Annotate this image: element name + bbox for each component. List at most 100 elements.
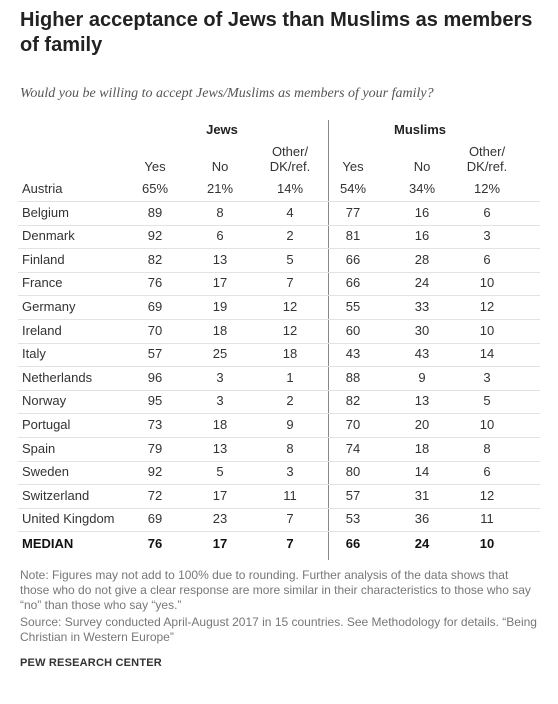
- row-label: Spain: [22, 440, 56, 456]
- cell: 17: [212, 487, 228, 503]
- column-header: Yes: [144, 159, 166, 174]
- cell: 57: [345, 487, 361, 503]
- cell: 18: [282, 346, 298, 362]
- cell: 25: [212, 346, 228, 362]
- group-header: Muslims: [393, 122, 446, 137]
- cell: 57: [147, 346, 163, 362]
- cell: 3: [286, 464, 294, 480]
- row-label: Italy: [22, 346, 46, 362]
- column-header: Other/ DK/ref.: [269, 144, 311, 174]
- row-line: [18, 460, 540, 462]
- row-line: [18, 507, 540, 509]
- cell: 60: [345, 322, 361, 338]
- cell: 30: [414, 322, 430, 338]
- cell: 92: [147, 228, 163, 244]
- row-line: [18, 224, 540, 226]
- column-header: No: [211, 159, 229, 174]
- cell: 11: [480, 511, 494, 527]
- row-line: [18, 271, 540, 273]
- median-cell: 7: [286, 536, 294, 551]
- cell: 72: [147, 487, 163, 503]
- row-label: United Kingdom: [22, 511, 115, 527]
- cell: 18: [212, 322, 228, 338]
- cell: 23: [212, 511, 228, 527]
- cell: 79: [147, 440, 163, 456]
- cell: 2: [286, 228, 294, 244]
- cell: 5: [286, 251, 294, 267]
- cell: 8: [286, 440, 294, 456]
- cell: 95: [147, 393, 163, 409]
- cell: 53: [345, 511, 361, 527]
- row-line: [18, 319, 540, 320]
- cell: 12%: [473, 181, 501, 196]
- cell: 76: [147, 275, 163, 291]
- cell: 82: [345, 393, 361, 409]
- cell: 92: [147, 464, 163, 480]
- cell: 10: [479, 275, 495, 291]
- cell: 74: [345, 440, 361, 456]
- cell: 81: [345, 228, 361, 244]
- row-label: Austria: [22, 181, 63, 196]
- cell: 3: [216, 393, 224, 409]
- cell: 6: [483, 251, 491, 267]
- cell: 88: [345, 369, 361, 385]
- cell: 69: [147, 511, 163, 527]
- cell: 20: [414, 417, 430, 432]
- cell: 31: [414, 487, 430, 503]
- note: Note: Figures may not add to 100% due to…: [20, 568, 531, 612]
- cell: 6: [216, 228, 224, 244]
- cell: 14%: [276, 181, 304, 196]
- median-cell: 24: [414, 536, 430, 551]
- cell: 12: [479, 299, 495, 314]
- cell: 13: [212, 251, 228, 267]
- cell: 6: [483, 204, 491, 220]
- cell: 82: [147, 251, 163, 267]
- cell: 3: [483, 369, 491, 385]
- cell: 21%: [206, 181, 234, 196]
- cell: 16: [414, 228, 430, 244]
- cell: 43: [414, 346, 430, 362]
- cell: 33: [414, 299, 430, 314]
- row-line: [18, 484, 540, 486]
- cell: 10: [479, 417, 495, 432]
- row-line: [18, 342, 540, 344]
- cell: 65%: [141, 181, 169, 196]
- row-label: Sweden: [22, 464, 69, 480]
- cell: 11: [283, 487, 297, 503]
- median-label: MEDIAN: [22, 536, 74, 551]
- cell: 10: [479, 322, 495, 338]
- cell: 80: [345, 464, 361, 480]
- median-cell: 10: [479, 536, 495, 551]
- row-label: Belgium: [22, 204, 69, 220]
- cell: 1: [286, 369, 294, 385]
- cell: 12: [282, 299, 298, 314]
- row-line: [18, 389, 540, 391]
- cell: 70: [345, 417, 361, 432]
- row-label: Denmark: [22, 228, 75, 244]
- row-label: Germany: [22, 299, 76, 314]
- cell: 73: [147, 417, 163, 432]
- row-line: [18, 295, 540, 297]
- cell: 24: [414, 275, 430, 291]
- cell: 89: [147, 204, 163, 220]
- cell: 69: [147, 299, 163, 314]
- cell: 96: [147, 369, 163, 385]
- divider: [328, 120, 329, 560]
- cell: 54%: [339, 181, 367, 196]
- cell: 9: [418, 369, 426, 385]
- credit: PEW RESEARCH CENTER: [20, 657, 162, 669]
- row-label: Portugal: [22, 417, 71, 432]
- cell: 19: [212, 299, 228, 314]
- cell: 7: [286, 511, 294, 527]
- row-label: Switzerland: [22, 487, 90, 503]
- cell: 7: [286, 275, 294, 291]
- row-line: [18, 437, 540, 438]
- cell: 14: [479, 346, 495, 362]
- cell: 4: [286, 204, 294, 220]
- cell: 3: [483, 228, 491, 244]
- cell: 28: [414, 251, 430, 267]
- source: Source: Survey conducted April-August 20…: [20, 615, 537, 644]
- title: Higher acceptance of Jews than Muslims a…: [20, 9, 533, 56]
- row-line: [18, 531, 540, 533]
